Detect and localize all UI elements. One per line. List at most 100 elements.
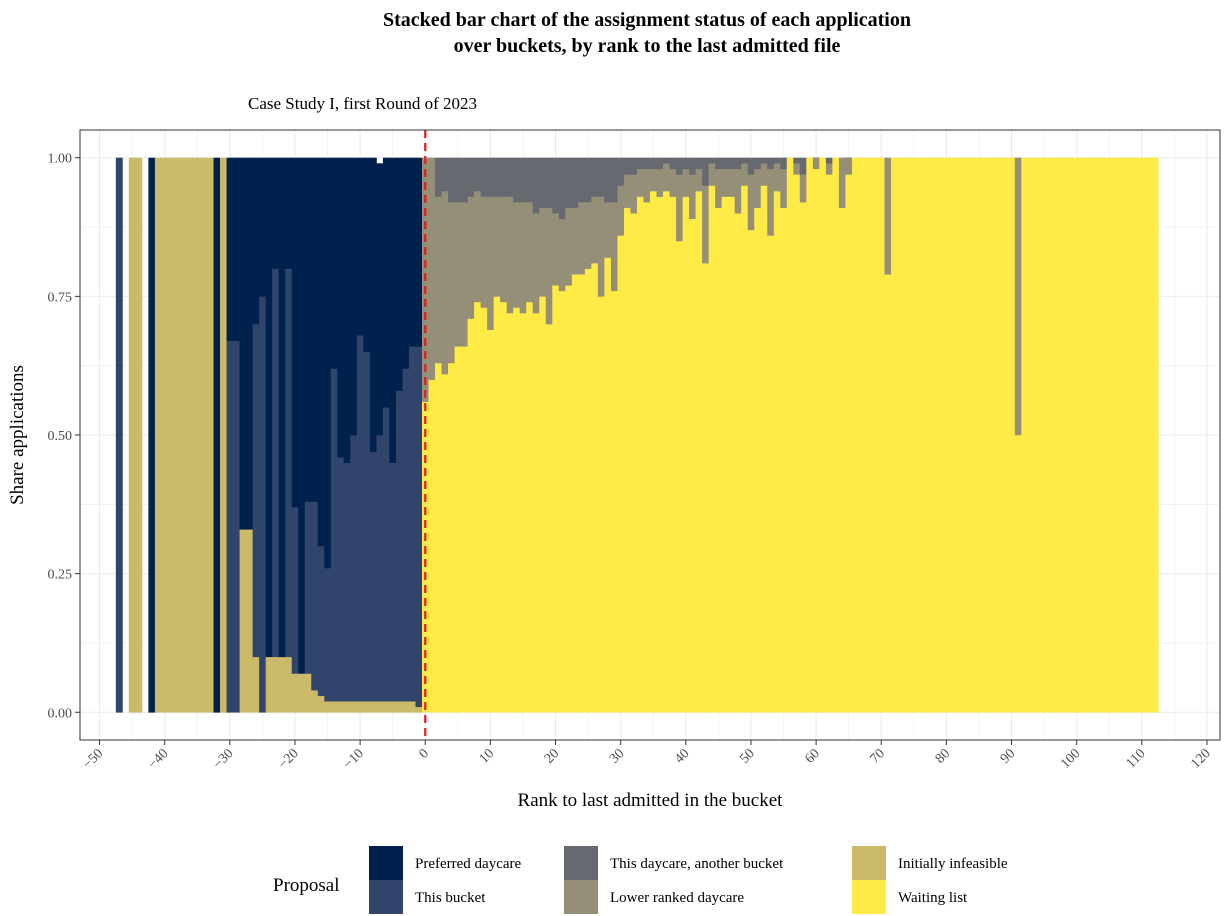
legend-label: Preferred daycare — [415, 856, 522, 872]
bar-segment — [291, 673, 299, 713]
x-tick-label: 0 — [417, 746, 433, 762]
bar-segment — [610, 290, 618, 713]
legend-swatch — [852, 880, 886, 914]
bar-segment — [356, 701, 364, 713]
bar-segment — [350, 701, 358, 713]
bar-segment — [161, 157, 169, 713]
bar-segment — [695, 157, 703, 170]
bar-segment — [656, 168, 664, 197]
bar-segment — [265, 656, 273, 713]
bar-segment — [311, 157, 319, 502]
x-tick-label: 60 — [802, 746, 823, 767]
bar-segment — [949, 157, 957, 713]
bar-segment — [728, 168, 736, 197]
bar-segment — [1047, 157, 1055, 713]
bar-segment — [519, 202, 527, 314]
bar-segment — [441, 157, 449, 192]
bar-segment — [702, 157, 710, 186]
bar-segment — [532, 213, 540, 314]
bar-segment — [656, 157, 664, 170]
bar-segment — [663, 157, 670, 164]
bar-segment — [395, 390, 403, 702]
bar-segment — [422, 401, 429, 713]
x-tick-label: 40 — [672, 746, 693, 767]
bar-segment — [363, 351, 371, 702]
bar-segment — [115, 157, 123, 713]
bar-segment — [617, 157, 625, 186]
bar-segment — [832, 157, 840, 713]
bar-segment — [448, 202, 455, 364]
bar-segment — [597, 196, 605, 297]
x-tick-label: 20 — [542, 746, 563, 767]
bar-segment — [1021, 157, 1029, 713]
bar-segment — [252, 656, 260, 713]
bar-segment — [975, 157, 983, 713]
bar-segment — [174, 157, 182, 713]
bar-segment — [591, 263, 599, 713]
bar-segment — [402, 701, 410, 713]
bar-segment — [337, 457, 345, 702]
bar-segment — [233, 157, 240, 342]
bar-segment — [1145, 157, 1152, 713]
bar-segment — [291, 157, 299, 508]
bar-segment — [382, 407, 390, 702]
bar-segment — [864, 157, 872, 713]
bar-segment — [369, 451, 377, 702]
bar-segment — [799, 157, 807, 175]
bar-segment — [539, 296, 547, 713]
chart-subtitle: Case Study I, first Round of 2023 — [248, 94, 477, 113]
bar-segment — [1099, 157, 1107, 713]
bar-segment — [278, 656, 286, 713]
bar-segment — [467, 196, 475, 319]
bar-segment — [278, 157, 286, 658]
bar-segment — [558, 290, 566, 713]
bar-segment — [767, 235, 775, 713]
bar-segment — [500, 196, 508, 303]
bar-segment — [1014, 157, 1022, 436]
bar-segment — [780, 207, 788, 713]
bar-segment — [304, 157, 312, 502]
bar-segment — [584, 268, 592, 713]
bar-segment — [728, 196, 736, 713]
bar-segment — [623, 157, 631, 175]
bar-segment — [519, 157, 527, 203]
y-axis-title: Share applications — [7, 365, 28, 505]
bar-segment — [480, 307, 488, 713]
bar-segment — [663, 191, 670, 713]
bar-segment — [1106, 157, 1113, 713]
bar-segment — [871, 157, 879, 713]
bar-segment — [246, 529, 254, 713]
bar-segment — [233, 340, 240, 713]
bar-segment — [617, 185, 625, 236]
bar-segment — [200, 157, 208, 713]
bar-segment — [812, 168, 820, 713]
bar-segment — [604, 257, 612, 713]
bar-segment — [1040, 157, 1048, 713]
bar-segment — [617, 235, 625, 713]
bar-segment — [382, 701, 390, 713]
bar-segment — [389, 462, 397, 702]
x-tick-label: 10 — [477, 746, 498, 767]
bar-segment — [441, 191, 449, 375]
bar-segment — [786, 157, 794, 713]
bar-segment — [513, 157, 521, 203]
bar-segment — [799, 174, 807, 203]
bar-segment — [1086, 157, 1094, 713]
bar-segment — [917, 157, 924, 713]
bar-segment — [825, 174, 833, 713]
bar-segment — [154, 157, 162, 713]
bar-segment — [884, 157, 892, 275]
bar-segment — [252, 157, 260, 325]
bar-segment — [415, 346, 423, 708]
bar-segment — [480, 196, 488, 308]
bar-segment — [571, 274, 579, 713]
bar-segment — [878, 157, 885, 713]
bar-segment — [435, 157, 442, 197]
bar-segment — [487, 329, 495, 713]
bar-segment — [558, 157, 566, 220]
bar-segment — [389, 701, 397, 713]
bar-segment — [552, 157, 560, 214]
bar-segment — [734, 157, 742, 170]
bar-segment — [845, 157, 853, 175]
bar-segment — [715, 168, 723, 208]
